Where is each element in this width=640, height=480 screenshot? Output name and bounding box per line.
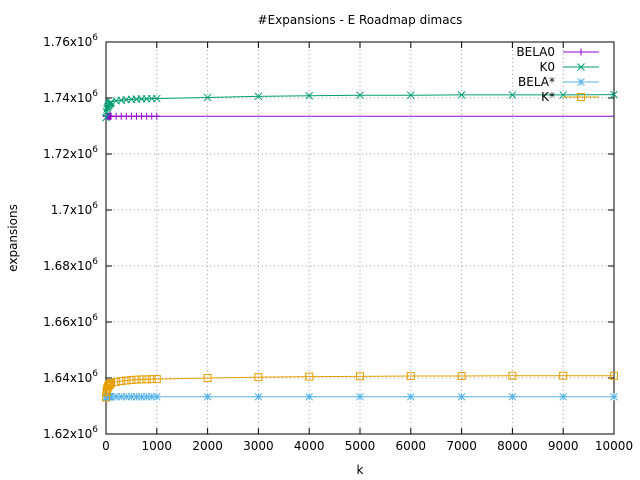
data-point <box>203 93 212 102</box>
data-point <box>104 381 113 390</box>
data-point <box>356 392 364 401</box>
data-point <box>132 392 141 401</box>
y-tick-label: 1.72x106 <box>43 145 98 161</box>
x-axis-label: k <box>357 463 364 477</box>
legend-marker <box>577 93 585 101</box>
axes: 0 1000 2000 3000 4000 5000 6000 7000 8000 9000 100… <box>43 33 633 453</box>
data-point <box>102 393 111 402</box>
data-point <box>356 91 364 100</box>
data-point <box>122 392 131 401</box>
y-tick-label: 1.62x106 <box>43 425 98 441</box>
data-point <box>132 375 141 384</box>
data-point <box>122 376 131 385</box>
data-point <box>305 392 314 401</box>
data-point <box>457 91 466 99</box>
y-tick-label: 1.7x106 <box>51 201 98 217</box>
data-point <box>457 392 466 401</box>
data-point <box>147 392 156 401</box>
data-point <box>305 91 314 100</box>
y-tick-label: 1.66x106 <box>43 313 98 329</box>
series-bela0 <box>102 112 614 120</box>
data-point <box>137 375 146 384</box>
data-point <box>254 92 263 101</box>
data-point <box>106 380 115 389</box>
data-point <box>107 392 115 401</box>
x-tick-label: 6000 <box>396 439 427 453</box>
data-point <box>117 392 126 401</box>
x-tick-label: 1000 <box>142 439 173 453</box>
x-tick-label: 10000 <box>595 439 633 453</box>
data-point <box>406 372 415 381</box>
data-point <box>305 372 314 381</box>
legend-marker <box>577 63 585 71</box>
data-point <box>610 90 618 99</box>
data-point <box>137 392 146 401</box>
data-point <box>610 371 618 380</box>
chart-title: #Expansions - E Roadmap dimacs <box>258 13 463 27</box>
series-k0 <box>102 90 618 122</box>
legend-label: BELA0 <box>516 45 555 59</box>
data-point <box>153 112 161 120</box>
data-point <box>142 375 151 384</box>
x-tick-label: 8000 <box>497 439 528 453</box>
x-tick-label: 3000 <box>243 439 274 453</box>
data-point <box>147 375 156 384</box>
data-point <box>152 94 161 103</box>
legend-label: BELA* <box>518 75 555 89</box>
series-group <box>102 90 618 402</box>
data-point <box>406 392 415 401</box>
data-point <box>152 392 161 401</box>
y-tick-label: 1.68x106 <box>43 257 98 273</box>
x-tick-label: 0 <box>102 439 110 453</box>
data-point <box>254 392 263 401</box>
data-point <box>203 392 212 401</box>
y-tick-label: 1.64x106 <box>43 369 98 385</box>
x-tick-label: 5000 <box>345 439 376 453</box>
data-point <box>203 374 212 382</box>
data-point <box>127 392 136 401</box>
data-point <box>112 392 121 401</box>
legend-marker <box>577 78 585 86</box>
data-point <box>107 98 115 107</box>
data-point <box>508 392 517 401</box>
data-point <box>152 375 161 384</box>
x-tick-label: 4000 <box>294 439 325 453</box>
data-point <box>356 372 364 381</box>
data-point <box>508 91 517 99</box>
grid-lines <box>106 42 614 434</box>
x-tick-label: 2000 <box>192 439 223 453</box>
x-tick-label: 7000 <box>446 439 477 453</box>
data-point <box>107 379 116 388</box>
data-point <box>508 371 517 380</box>
y-axis-label: expansions <box>6 204 20 272</box>
x-tick-label: 9000 <box>548 439 579 453</box>
series-k-star <box>102 371 618 402</box>
legend-label: K0 <box>539 60 555 74</box>
y-tick-label: 1.76x106 <box>43 33 98 49</box>
data-point <box>103 105 111 114</box>
y-tick-label: 1.74x106 <box>43 89 98 105</box>
data-point <box>457 372 466 381</box>
data-point <box>112 377 121 386</box>
legend-marker <box>577 48 585 56</box>
data-point <box>559 392 568 401</box>
data-point <box>106 379 115 388</box>
data-point <box>117 377 126 386</box>
data-point <box>610 392 618 401</box>
data-point <box>254 373 263 382</box>
data-point <box>406 91 415 100</box>
data-point <box>142 392 151 401</box>
series-bela-star <box>102 392 618 401</box>
data-point <box>559 371 568 380</box>
data-point <box>127 375 136 384</box>
legend-label: K* <box>541 90 555 104</box>
